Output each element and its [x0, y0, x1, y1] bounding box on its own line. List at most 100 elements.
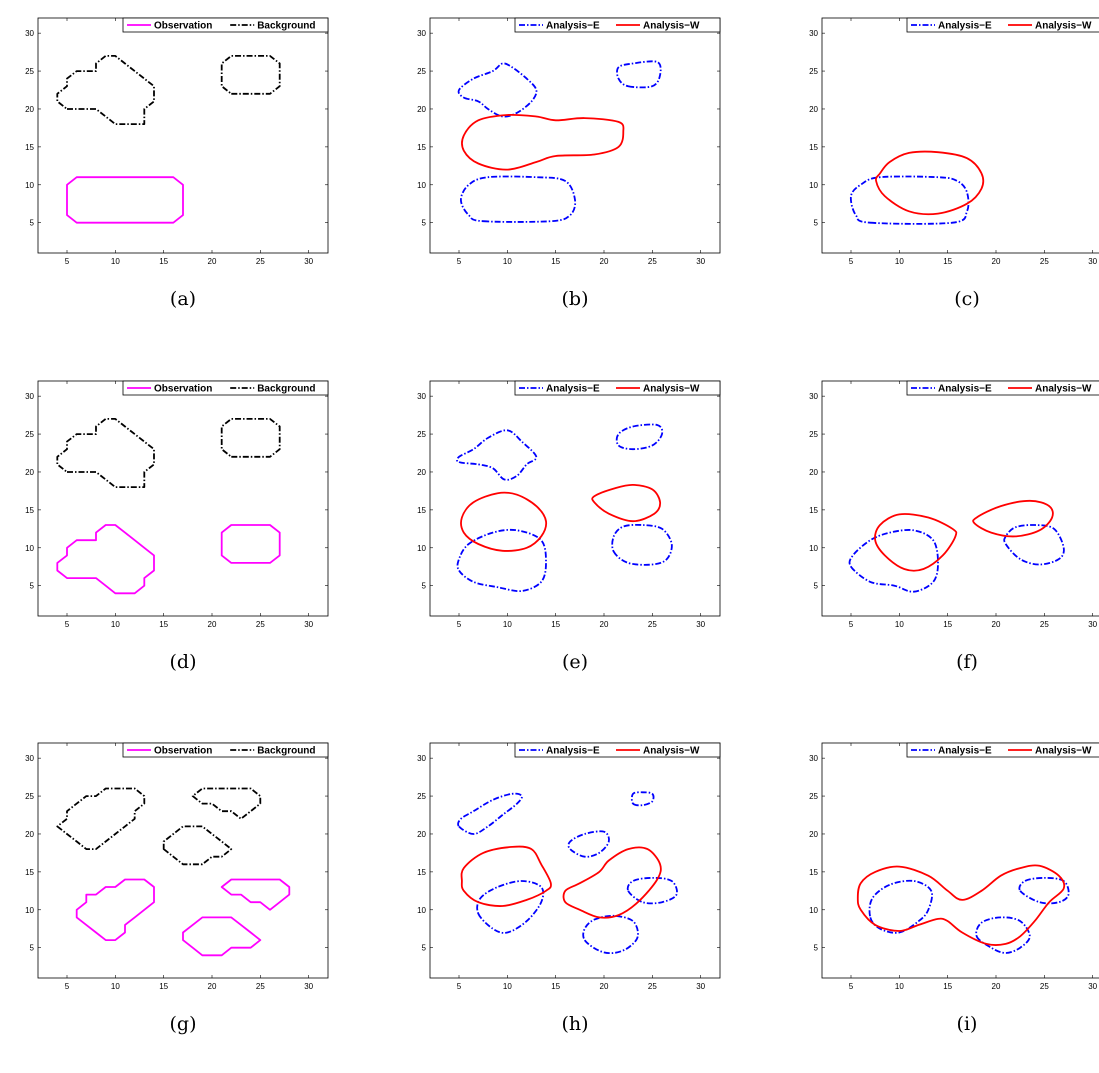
- series-line-analysis-w: [972, 499, 1054, 538]
- chart-panel-e: 5 10 15 20 25 30 5 10 15 20 25 30 Analysis−E Analysis…: [410, 371, 750, 711]
- x-tick-label: 25: [1040, 620, 1049, 629]
- y-tick-label: 25: [809, 792, 818, 801]
- x-tick-label: 10: [111, 982, 120, 991]
- y-tick-label: 10: [25, 906, 34, 915]
- series-line-analysis-w: [460, 845, 552, 907]
- x-tick-label: 5: [457, 982, 462, 991]
- x-tick-label: 25: [256, 982, 265, 991]
- y-tick-label: 20: [809, 468, 818, 477]
- legend-box: [122, 742, 329, 758]
- y-tick-label: 10: [809, 181, 818, 190]
- series-line-analysis-e: [611, 523, 673, 566]
- legend: Analysis−E Analysis−W: [514, 380, 721, 396]
- series-line-analysis-w: [875, 150, 985, 216]
- series-line-observation: [182, 916, 262, 957]
- series-line-analysis-e: [1003, 524, 1065, 566]
- y-tick-label: 5: [30, 219, 35, 228]
- x-tick-label: 25: [648, 257, 657, 266]
- legend-label: Analysis−W: [643, 384, 700, 395]
- y-tick-label: 20: [809, 105, 818, 114]
- x-tick-label: 20: [600, 982, 609, 991]
- series-group: [457, 791, 678, 955]
- series-line-analysis-e: [456, 429, 538, 481]
- series-line-observation: [220, 524, 281, 564]
- x-tick-label: 25: [256, 257, 265, 266]
- series-line-analysis-e: [849, 175, 970, 225]
- panel-caption: (i): [956, 1013, 978, 1035]
- x-tick-label: 10: [503, 620, 512, 629]
- series-line-background: [56, 787, 146, 850]
- x-tick-label: 25: [648, 620, 657, 629]
- y-tick-label: 5: [30, 944, 35, 953]
- x-tick-label: 30: [696, 620, 705, 629]
- series-line-analysis-e: [975, 916, 1031, 954]
- x-tick-label: 30: [696, 982, 705, 991]
- y-tick-label: 30: [417, 392, 426, 401]
- x-tick-label: 15: [159, 620, 168, 629]
- chart-panel-f: 5 10 15 20 25 30 5 10 15 20 25 30 Analysis−E Analysis…: [802, 371, 1099, 711]
- legend-label: Background: [257, 746, 315, 757]
- y-tick-label: 15: [417, 143, 426, 152]
- series-line-background: [220, 418, 281, 458]
- axes-box: [429, 742, 721, 979]
- series-line-observation: [75, 878, 155, 941]
- axes-box: [37, 380, 329, 617]
- y-tick-label: 10: [809, 544, 818, 553]
- chart-svg: 5 10 15 20 25 30 5 10 15 20 25 30 Observation Backgro…: [25, 380, 329, 629]
- series-group: [849, 150, 985, 225]
- chart-panel-a: 5 10 15 20 25 30 5 10 15 20 25 30 Observation Backgro…: [18, 8, 358, 348]
- legend-box: [122, 380, 329, 396]
- legend-label: Observation: [154, 21, 212, 32]
- panel-caption: (g): [169, 1013, 197, 1035]
- series-line-analysis-e: [457, 62, 538, 118]
- y-tick-label: 30: [25, 392, 34, 401]
- series-line-analysis-e: [616, 60, 662, 89]
- panel-caption: (d): [169, 651, 197, 673]
- x-tick-label: 30: [304, 257, 313, 266]
- x-tick-label: 10: [895, 982, 904, 991]
- y-tick-label: 30: [25, 754, 34, 763]
- legend-box: [906, 17, 1099, 33]
- chart-panel-c: 5 10 15 20 25 30 5 10 15 20 25 30 Analysis−E Analysis…: [802, 8, 1099, 348]
- y-tick-label: 25: [417, 792, 426, 801]
- series-line-analysis-w: [461, 113, 625, 171]
- x-tick-label: 30: [304, 620, 313, 629]
- x-tick-label: 30: [304, 982, 313, 991]
- series-line-analysis-w: [874, 513, 958, 572]
- y-tick-label: 20: [417, 830, 426, 839]
- y-tick-label: 20: [25, 830, 34, 839]
- legend-box: [906, 742, 1099, 758]
- chart-panel-d: 5 10 15 20 25 30 5 10 15 20 25 30 Observation Backgro…: [18, 371, 358, 711]
- y-tick-label: 30: [417, 29, 426, 38]
- y-tick-label: 25: [809, 67, 818, 76]
- series-line-analysis-e: [626, 877, 678, 905]
- series-line-analysis-e: [460, 175, 577, 223]
- legend-label: Analysis−W: [1035, 746, 1092, 757]
- y-tick-label: 15: [417, 506, 426, 515]
- legend-box: [122, 17, 329, 33]
- y-tick-label: 10: [417, 544, 426, 553]
- x-tick-label: 25: [1040, 257, 1049, 266]
- chart-panel-h: 5 10 15 20 25 30 5 10 15 20 25 30 Analysis−E Analysis…: [410, 733, 750, 1073]
- x-tick-label: 20: [600, 257, 609, 266]
- axes-box: [429, 380, 721, 617]
- legend-label: Analysis−E: [938, 21, 992, 32]
- series-line-observation: [220, 878, 291, 911]
- x-tick-label: 15: [943, 257, 952, 266]
- y-tick-label: 10: [809, 906, 818, 915]
- x-tick-label: 20: [992, 257, 1001, 266]
- y-tick-label: 5: [422, 582, 427, 591]
- y-tick-label: 15: [809, 868, 818, 877]
- y-tick-label: 30: [25, 29, 34, 38]
- series-line-background: [162, 825, 233, 866]
- y-tick-label: 10: [417, 906, 426, 915]
- y-tick-label: 5: [422, 944, 427, 953]
- legend: Analysis−E Analysis−W: [906, 380, 1099, 396]
- legend-label: Analysis−W: [643, 746, 700, 757]
- y-tick-label: 5: [814, 219, 819, 228]
- series-line-observation: [56, 524, 155, 595]
- series-group: [856, 864, 1070, 954]
